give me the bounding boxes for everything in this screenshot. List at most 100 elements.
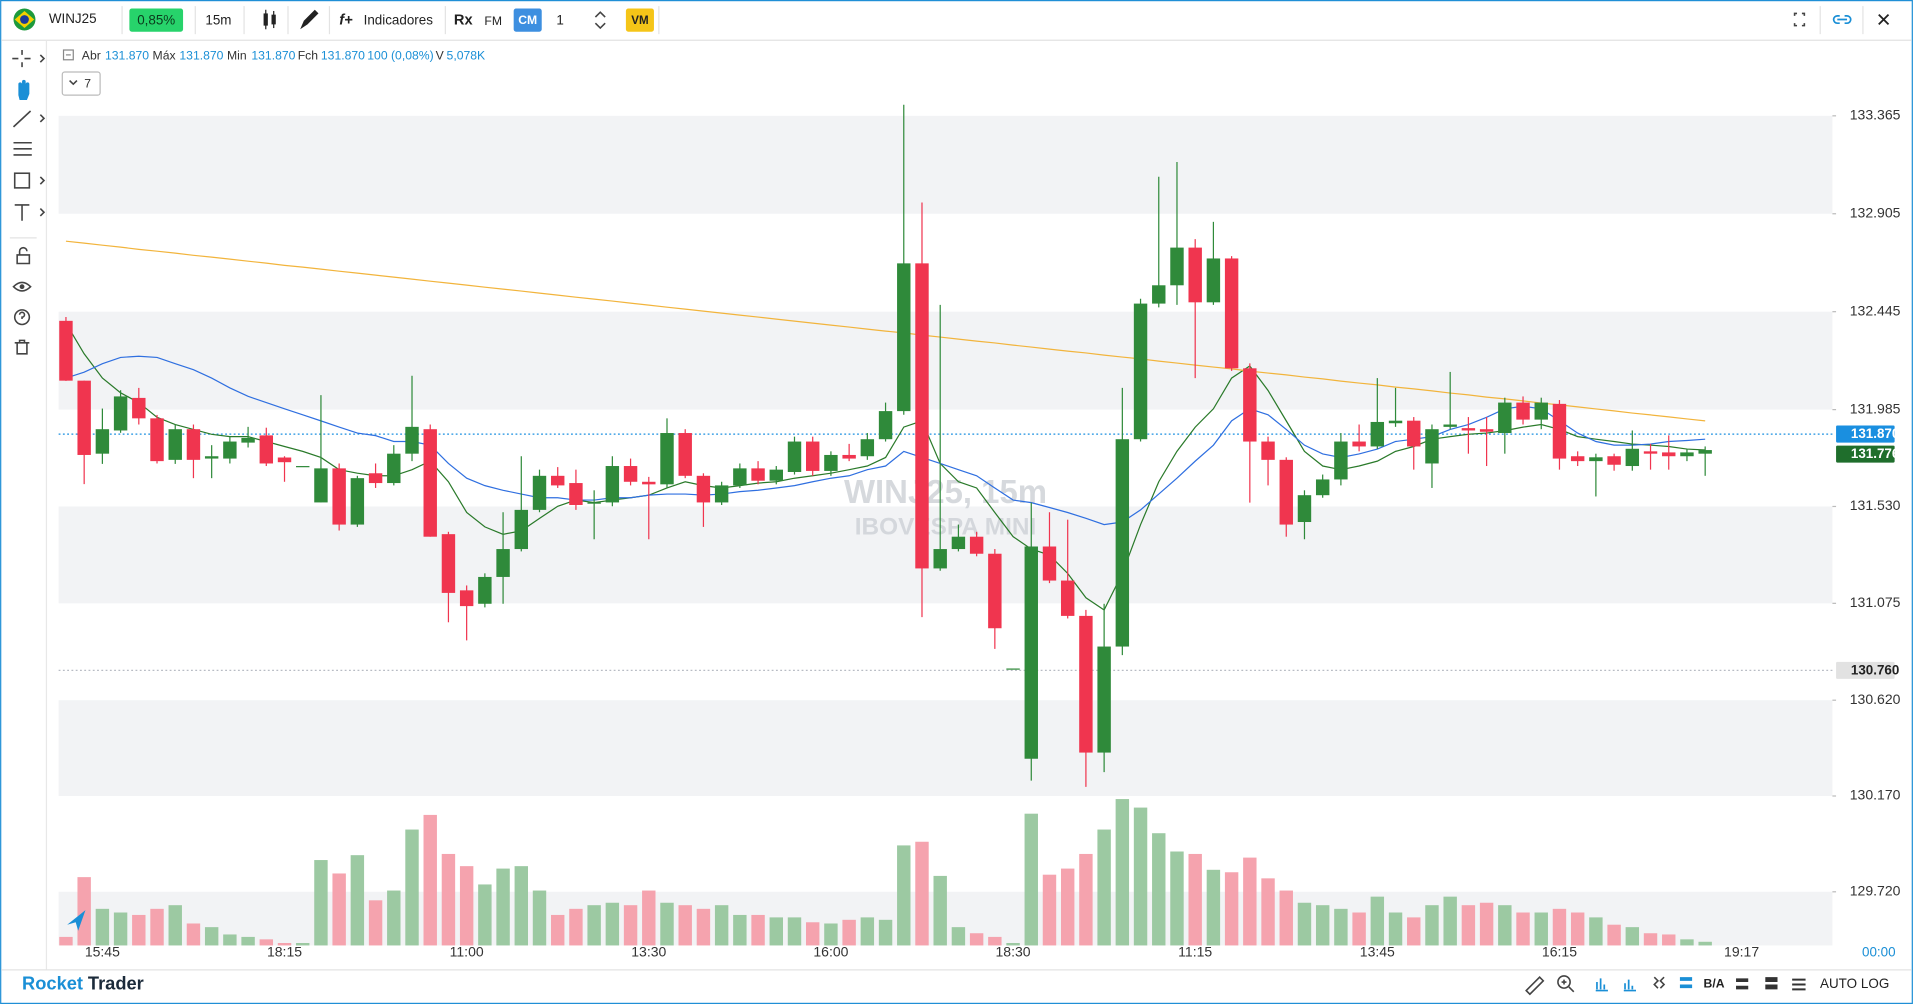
candle-body — [1024, 546, 1038, 759]
candle-body — [1516, 402, 1530, 420]
candle-body — [441, 534, 456, 593]
candle-body — [751, 468, 765, 481]
log-button[interactable]: LOG — [1861, 976, 1889, 991]
candle-body — [1407, 420, 1421, 447]
flag-globe — [20, 15, 29, 24]
menu-button[interactable] — [1792, 978, 1806, 991]
candle-type-button[interactable] — [263, 9, 276, 30]
timeframe[interactable]: 15m — [205, 12, 231, 27]
lines-button[interactable] — [1679, 977, 1693, 989]
draw-button[interactable] — [300, 9, 319, 30]
candle-body — [186, 429, 201, 460]
fm-button[interactable]: FM — [484, 14, 502, 28]
expand-arrow — [39, 114, 46, 123]
volume-bar — [1042, 874, 1057, 946]
help-tool[interactable] — [13, 309, 31, 326]
pan-tool[interactable] — [18, 79, 30, 101]
grid-button[interactable] — [1653, 976, 1666, 989]
collapse-box[interactable] — [62, 49, 74, 61]
zoom-button[interactable] — [1557, 975, 1571, 989]
x-tick-label: 13:30 — [631, 943, 666, 959]
volume-bar — [350, 855, 365, 946]
shape-tool[interactable] — [13, 172, 31, 189]
crosshair-tool[interactable] — [12, 50, 31, 68]
book-button[interactable] — [1736, 978, 1749, 990]
candle-body — [1315, 479, 1330, 496]
volume-bar — [1170, 851, 1184, 946]
depth-button[interactable] — [1765, 977, 1778, 990]
volume-bar — [733, 914, 747, 946]
candle-body — [642, 481, 656, 485]
candle-body — [1425, 429, 1439, 464]
spinner[interactable] — [594, 11, 606, 30]
indicators-button[interactable]: Indicadores — [364, 12, 434, 27]
cm-badge[interactable] — [513, 8, 542, 32]
volume-bar — [1643, 933, 1658, 946]
candle-body — [605, 466, 620, 503]
volume-bar — [1024, 813, 1038, 946]
fullscreen-button[interactable] — [1793, 12, 1806, 27]
ohlc-header: Abr 131.870 Máx 131.870 Min 131.870 Fch … — [61, 48, 485, 96]
y-tick-label: 130.620 — [1850, 691, 1901, 707]
candle-body — [223, 441, 237, 459]
symbol[interactable]: WINJ25 — [49, 11, 97, 26]
candle-body — [769, 469, 783, 481]
change-badge[interactable] — [129, 8, 184, 32]
volume-bar — [1006, 943, 1020, 946]
bars-button[interactable] — [1623, 979, 1636, 992]
volume-bar — [1297, 902, 1312, 946]
volume-bar — [933, 875, 947, 946]
left-toolbar — [9, 40, 48, 970]
delete-tool[interactable] — [14, 339, 30, 355]
candle-body — [1152, 285, 1166, 304]
indicators-icon: f+ — [339, 13, 353, 29]
volume-bar — [1552, 908, 1567, 946]
candle-body — [1443, 424, 1457, 427]
collapse-button[interactable] — [61, 71, 101, 96]
brand-trader: Trader — [88, 972, 144, 993]
visibility-tool[interactable] — [12, 281, 32, 292]
volume-bar — [186, 923, 201, 946]
candle-body — [1552, 403, 1567, 459]
volume-bar — [642, 890, 656, 946]
x-tick-label: 18:30 — [996, 943, 1031, 959]
volume-button[interactable] — [1595, 978, 1608, 992]
volume-bar — [1279, 890, 1293, 946]
candle-body — [259, 435, 274, 464]
volume-bar — [824, 923, 838, 946]
candle-body — [824, 454, 838, 471]
volume-bar — [805, 922, 820, 946]
zoom-parts — [1561, 979, 1575, 993]
candle-body — [1352, 441, 1366, 447]
line-tool[interactable] — [12, 110, 32, 128]
close-button[interactable] — [1878, 13, 1890, 26]
volume-bar — [569, 908, 583, 946]
vm-badge[interactable] — [625, 8, 654, 32]
volume-bar — [1662, 934, 1676, 946]
text-tool[interactable] — [14, 204, 30, 221]
rx-button[interactable]: Rx — [454, 13, 474, 29]
y-tick-label: 129.720 — [1850, 882, 1901, 898]
y-tick-label: 132.445 — [1850, 302, 1901, 318]
lock-tool[interactable] — [16, 246, 31, 265]
change-text: 0,85% — [137, 12, 175, 27]
count-input[interactable]: 1 — [556, 12, 563, 27]
candle-body — [805, 441, 820, 471]
navigate-button[interactable] — [67, 910, 86, 931]
candle-body — [1279, 459, 1293, 525]
ba-button[interactable]: B/A — [1704, 977, 1725, 991]
auto-button[interactable]: AUTO — [1820, 976, 1857, 991]
volume-bar — [259, 939, 274, 946]
grid-band — [58, 700, 1833, 796]
candle-body — [1261, 441, 1275, 460]
price-badge — [1836, 661, 1895, 679]
volume-bar — [1115, 799, 1130, 946]
link-button[interactable] — [1832, 15, 1852, 25]
volume-bar — [551, 914, 565, 946]
fib-tool[interactable] — [13, 141, 32, 156]
candle-body — [1370, 421, 1385, 447]
candle-body — [1224, 258, 1239, 369]
ruler-button[interactable] — [1525, 976, 1545, 996]
x-tick-label: 11:00 — [450, 943, 484, 959]
